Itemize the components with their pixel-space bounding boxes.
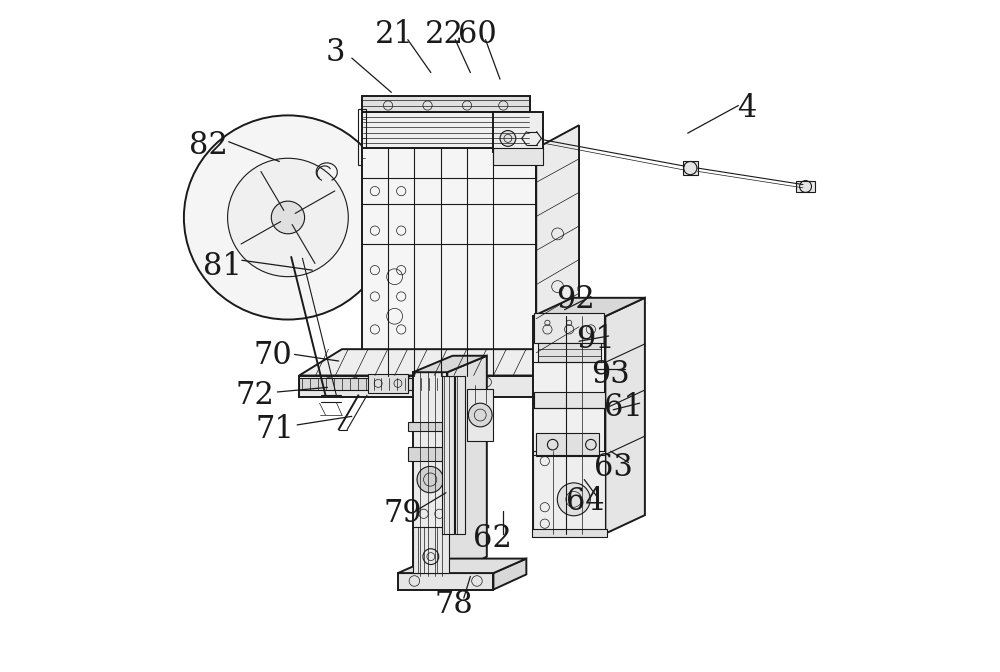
Bar [536, 433, 599, 456]
Circle shape [417, 466, 443, 493]
Text: 62: 62 [473, 523, 512, 554]
Bar [467, 388, 493, 442]
Polygon shape [493, 558, 526, 589]
Polygon shape [534, 313, 604, 343]
Bar [442, 376, 454, 534]
Text: 21: 21 [375, 19, 414, 50]
Polygon shape [413, 355, 487, 372]
Polygon shape [299, 349, 579, 376]
Text: 72: 72 [236, 380, 274, 411]
Text: 81: 81 [203, 251, 242, 282]
Text: 22: 22 [425, 19, 464, 50]
Text: 63: 63 [594, 452, 633, 483]
Ellipse shape [271, 201, 305, 234]
Polygon shape [362, 112, 530, 152]
Bar [538, 343, 601, 362]
Bar [408, 447, 449, 461]
Text: 60: 60 [458, 19, 496, 50]
Text: 61: 61 [604, 392, 643, 423]
Text: 92: 92 [556, 284, 595, 315]
Bar [493, 112, 543, 152]
Circle shape [557, 483, 590, 516]
Ellipse shape [228, 158, 348, 277]
Polygon shape [299, 376, 536, 396]
Circle shape [500, 130, 516, 146]
Circle shape [468, 403, 492, 427]
Bar [358, 109, 366, 165]
Text: 79: 79 [383, 499, 422, 530]
Polygon shape [413, 372, 447, 577]
Bar [413, 527, 449, 573]
Bar [362, 95, 530, 112]
Bar [408, 421, 449, 431]
Ellipse shape [184, 116, 392, 319]
Polygon shape [362, 99, 530, 112]
Polygon shape [605, 298, 645, 534]
Bar [362, 149, 536, 376]
Bar [455, 376, 465, 534]
Bar [683, 161, 698, 175]
Bar [796, 181, 815, 192]
Bar [368, 374, 408, 392]
Text: 70: 70 [253, 340, 292, 371]
Text: 64: 64 [566, 487, 605, 517]
Text: 4: 4 [737, 93, 757, 124]
Text: 78: 78 [435, 589, 473, 620]
Polygon shape [398, 558, 526, 573]
Bar [299, 378, 447, 390]
Text: 93: 93 [591, 359, 630, 390]
Bar [533, 452, 605, 534]
Polygon shape [536, 125, 579, 376]
Text: 82: 82 [189, 130, 228, 161]
Text: 91: 91 [576, 324, 615, 355]
Bar [534, 392, 605, 409]
Polygon shape [533, 317, 605, 534]
Polygon shape [533, 298, 645, 317]
Polygon shape [398, 573, 493, 589]
Text: 71: 71 [255, 414, 294, 445]
Text: 3: 3 [326, 38, 345, 69]
Bar [532, 529, 607, 537]
Polygon shape [447, 355, 487, 577]
Bar [493, 149, 543, 165]
